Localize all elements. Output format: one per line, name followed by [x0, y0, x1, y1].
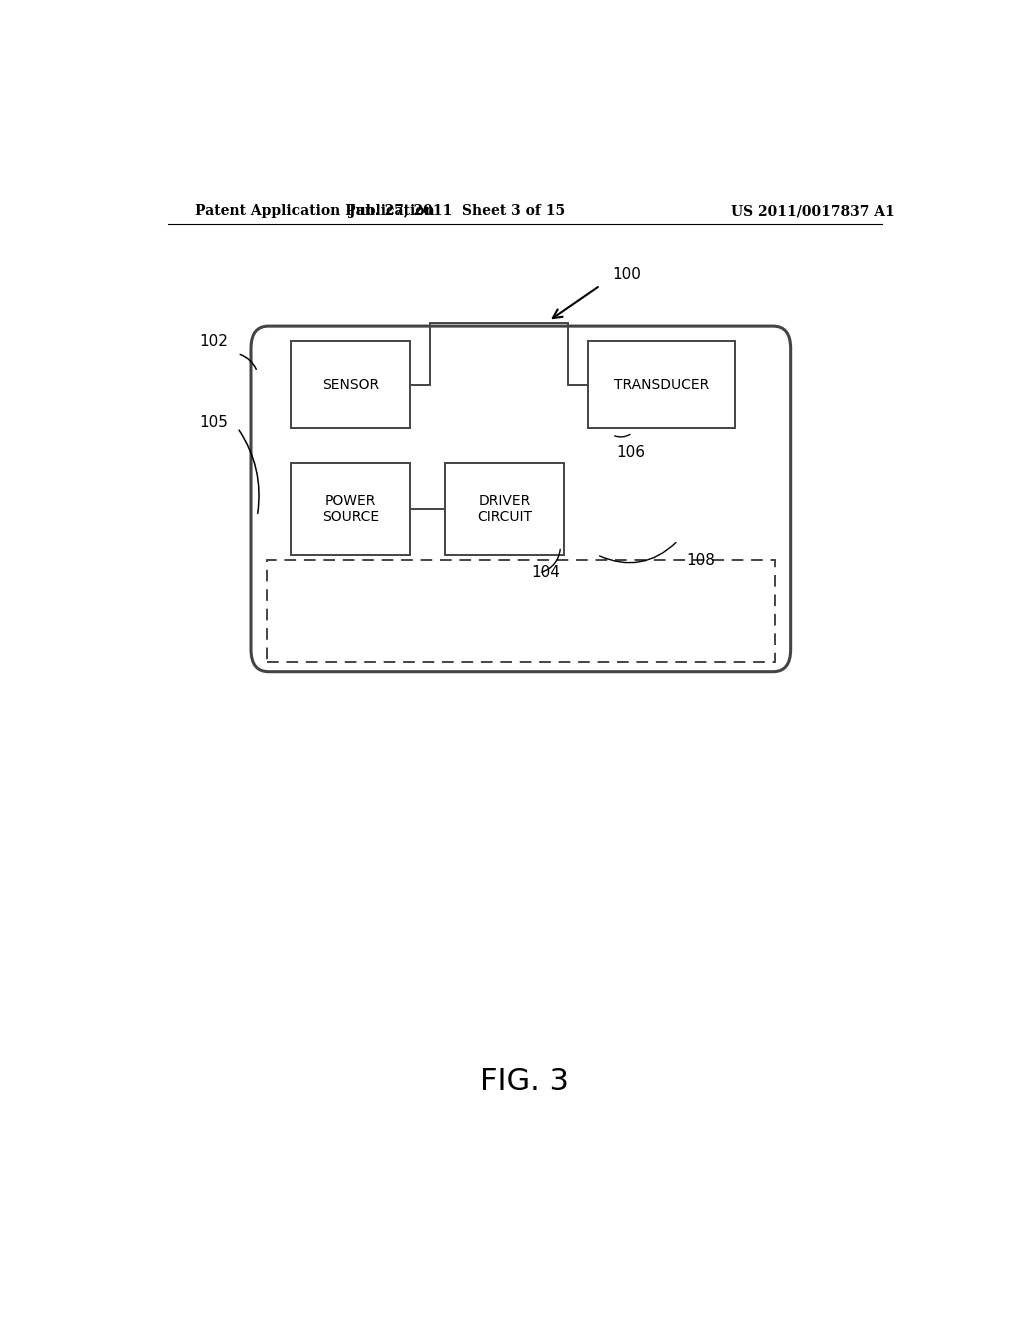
Bar	[291, 463, 410, 554]
Text: Patent Application Publication: Patent Application Publication	[196, 205, 435, 218]
Text: 102: 102	[200, 334, 228, 348]
Text: TRANSDUCER: TRANSDUCER	[614, 378, 710, 392]
Text: US 2011/0017837 A1: US 2011/0017837 A1	[731, 205, 895, 218]
Text: 108: 108	[686, 553, 715, 568]
FancyBboxPatch shape	[251, 326, 791, 672]
Text: FIG. 3: FIG. 3	[480, 1067, 569, 1096]
Text: POWER
SOURCE: POWER SOURCE	[322, 494, 379, 524]
Text: Jan. 27, 2011  Sheet 3 of 15: Jan. 27, 2011 Sheet 3 of 15	[349, 205, 565, 218]
Text: SENSOR: SENSOR	[322, 378, 379, 392]
Text: DRIVER
CIRCUIT: DRIVER CIRCUIT	[477, 494, 532, 524]
Bar	[267, 560, 775, 661]
Text: 105: 105	[200, 416, 228, 430]
Bar	[445, 463, 564, 554]
Bar	[291, 342, 410, 428]
Text: 106: 106	[616, 445, 645, 461]
Bar	[588, 342, 735, 428]
Text: 104: 104	[531, 565, 560, 579]
Text: 100: 100	[612, 268, 641, 282]
